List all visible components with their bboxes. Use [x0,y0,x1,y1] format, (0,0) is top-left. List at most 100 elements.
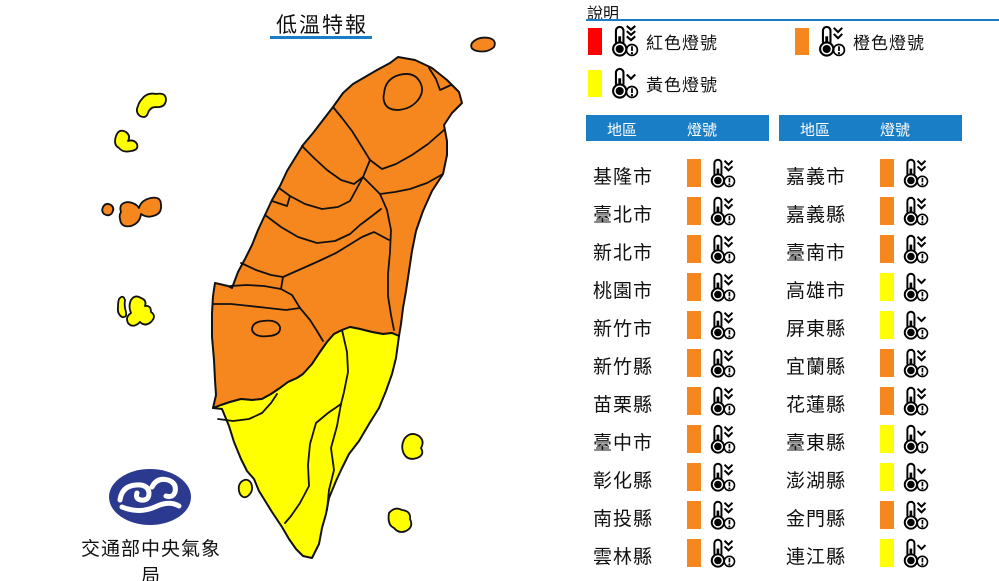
signal-color-box [880,501,894,529]
table-row: 嘉義縣 [779,192,962,230]
signal-color-box [687,197,701,225]
table-row: 臺中市 [586,420,769,458]
signal-color-box [880,539,894,567]
title-underline [270,36,372,39]
region-name: 臺南市 [786,242,847,264]
legend-item-orange: 橙色燈號 [795,26,925,56]
thermometer-icon [814,25,846,57]
thermometer-icon [706,386,736,416]
legend-item-red: 紅色燈號 [588,26,718,56]
island-matsu-north [135,92,167,118]
signal-color-box [880,273,894,301]
table-header: 地區 燈號 [586,115,769,141]
table-row: 連江縣 [779,534,962,572]
table-row: 嘉義市 [779,154,962,192]
signal-color-box [687,463,701,491]
region-header: 地區 [800,121,831,139]
signal-color-box [687,311,701,339]
island-penghu-west [116,295,128,319]
region-name: 金門縣 [786,508,847,530]
island-matsu-south [114,129,139,153]
thermometer-icon [706,348,736,378]
island-northeast-islet [470,36,496,53]
legend-label: 黃色燈號 [646,75,718,96]
region-name: 花蓮縣 [786,394,847,416]
region-name: 新竹市 [593,318,654,340]
table-row: 苗栗縣 [586,382,769,420]
signal-color-box [880,463,894,491]
region-name: 澎湖縣 [786,470,847,492]
signal-color-box [880,311,894,339]
thermometer-icon [706,234,736,264]
region-name: 基隆市 [593,166,654,188]
signal-color-box [687,273,701,301]
signal-color-box [880,349,894,377]
table-row: 花蓮縣 [779,382,962,420]
signal-color-box [687,539,701,567]
signal-header: 燈號 [880,121,911,139]
signal-color-box [687,387,701,415]
cwb-logo [109,469,191,525]
thermometer-icon [899,500,929,530]
table-row: 澎湖縣 [779,458,962,496]
signal-color-box [687,235,701,263]
thermometer-icon [706,196,736,226]
thermometer-icon [706,310,736,340]
region-name: 高雄市 [786,280,847,302]
region-name: 新北市 [593,242,654,264]
table-row: 新北市 [586,230,769,268]
map-region-yellow-south [212,326,400,559]
thermometer-icon [706,500,736,530]
region-name: 苗栗縣 [593,394,654,416]
legend-color-box [588,69,602,97]
county-borders [212,67,452,524]
table-row: 臺東縣 [779,420,962,458]
signal-color-box [880,387,894,415]
island-penghu-east [126,295,155,327]
region-header: 地區 [607,121,638,139]
table-row: 臺南市 [779,230,962,268]
thermometer-icon [706,158,736,188]
table-row: 金門縣 [779,496,962,534]
table-row: 南投縣 [586,496,769,534]
island-orchid [387,507,413,533]
signal-color-box [880,197,894,225]
thermometer-icon [706,462,736,492]
region-signal-table-left: 地區 燈號 基隆市 臺北市 新北市 桃園市 新竹市 新竹縣 苗栗縣 臺中市 彰化… [586,115,769,572]
region-name: 臺中市 [593,432,654,454]
region-name: 臺東縣 [786,432,847,454]
thermometer-icon [706,424,736,454]
agency-name: 交通部中央氣象局 [80,538,221,581]
thermometer-icon [899,462,929,492]
table-row: 臺北市 [586,192,769,230]
table-row: 屏東縣 [779,306,962,344]
region-name: 彰化縣 [593,470,654,492]
table-row: 雲林縣 [586,534,769,572]
thermometer-icon [899,348,929,378]
region-name: 南投縣 [593,508,654,530]
signal-color-box [687,501,701,529]
legend-color-box [795,27,809,55]
signal-color-box [880,425,894,453]
thermometer-icon [899,196,929,226]
table-row: 彰化縣 [586,458,769,496]
legend-heading: 說明 [587,4,620,23]
thermometer-icon [899,272,929,302]
thermometer-icon [899,538,929,568]
region-name: 嘉義縣 [786,204,847,226]
thermometer-icon [899,386,929,416]
table-row: 高雄市 [779,268,962,306]
thermometer-icon [899,310,929,340]
region-name: 嘉義市 [786,166,847,188]
island-kinmen [118,196,162,228]
thermometer-icon [607,25,639,57]
table-row: 桃園市 [586,268,769,306]
legend-label: 橙色燈號 [853,33,925,54]
region-name: 桃園市 [593,280,654,302]
page-title: 低溫特報 [276,13,368,37]
table-header: 地區 燈號 [779,115,962,141]
table-row: 新竹市 [586,306,769,344]
signal-color-box [687,349,701,377]
table-row: 基隆市 [586,154,769,192]
